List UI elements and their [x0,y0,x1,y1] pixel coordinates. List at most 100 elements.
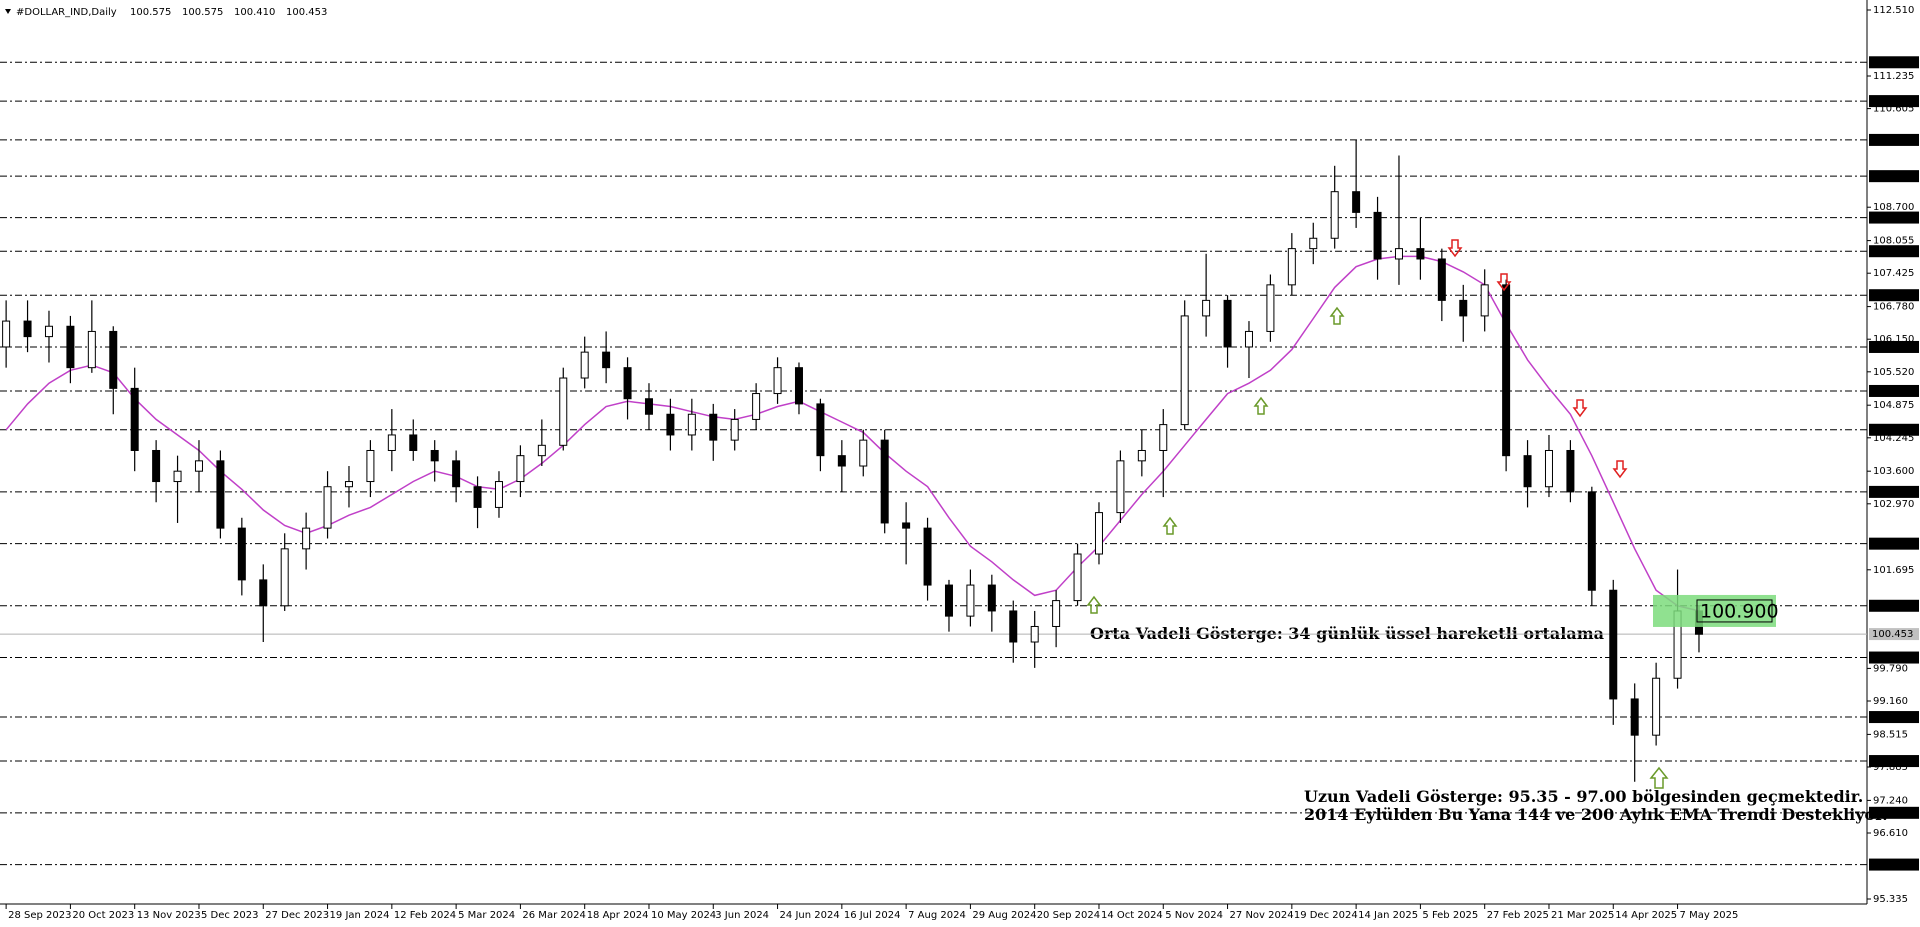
level-label: 101.000 [1872,601,1913,612]
candle-body [44,325,53,338]
y-tick-label: 108.055 [1873,236,1914,247]
level-label-box [1869,806,1919,819]
annotation: Orta Vadeli Gösterge: 34 günlük üssel ha… [1090,624,1604,643]
candle-body [537,444,546,457]
y-tick-label: 99.790 [1873,663,1908,674]
candle-body [1544,449,1553,488]
candle-body [1566,449,1575,493]
header-value: 100.410 [234,7,275,18]
up-arrow [1086,595,1102,614]
y-tick-label: 103.600 [1873,466,1914,477]
candle-body [387,434,396,451]
level-label-box [1869,755,1919,768]
down-arrow [1447,239,1463,258]
candle-body [109,330,118,389]
candle-body [987,584,996,612]
y-tick-label: 112.510 [1873,5,1914,16]
x-tick-label: 5 Feb 2025 [1422,910,1478,921]
candle-body [473,486,482,508]
x-tick-label: 5 Mar 2024 [458,910,515,921]
header-value: 100.575 [182,7,223,18]
y-tick-label: 101.695 [1873,565,1914,576]
level-label: 98.850 [1872,712,1907,723]
candle-body [730,418,739,441]
x-tick-label: 24 Jun 2024 [780,910,840,921]
x-tick-label: 14 Apr 2025 [1615,910,1677,921]
candle-body [902,522,911,529]
y-tick-label: 98.515 [1873,729,1908,740]
x-tick-label: 26 Mar 2024 [522,910,585,921]
level-label-box [1869,537,1919,550]
candle-body [1223,299,1232,348]
level-label: 106.000 [1872,342,1913,353]
candle-body [1244,330,1253,348]
up-arrow [1649,766,1669,789]
candle-body [1030,625,1039,643]
y-tick-label: 97.240 [1873,795,1908,806]
candle-body [216,460,225,529]
candle-body [87,330,96,369]
candle-body [66,325,75,369]
level-label: 97.000 [1872,808,1907,819]
up-arrow [1162,516,1178,535]
candle-body [1287,248,1296,286]
candle-body [880,439,889,524]
candle-body [430,449,439,462]
candle-body [1073,553,1082,602]
level-label: 104.400 [1872,425,1913,436]
y-tick-label: 95.335 [1873,894,1908,905]
candle-body [1094,512,1103,555]
annotation: Uzun Vadeli Gösterge: 95.35 - 97.00 bölg… [1304,787,1863,806]
level-label-box [1869,485,1919,498]
x-tick-label: 29 Aug 2024 [972,910,1036,921]
signal-arrows [1086,239,1669,789]
symbol: #DOLLAR_IND,Daily [16,7,117,18]
candle-body [1309,237,1318,250]
price-box-frame [1696,599,1773,623]
x-tick-label: 27 Nov 2024 [1230,910,1294,921]
level-label: 96.000 [1872,860,1907,871]
candle-body [1502,284,1511,457]
candle-body [494,481,503,508]
x-tick-label: 20 Sep 2024 [1037,910,1100,921]
candle-body [1480,284,1489,317]
candle-body [666,413,675,436]
x-tick-label: 5 Nov 2024 [1165,910,1223,921]
y-tick-label: 111.235 [1873,71,1914,82]
x-tick-label: 28 Sep 2023 [8,910,71,921]
candle-body [366,449,375,483]
level-label: 109.300 [1872,171,1913,182]
candle-body [559,377,568,446]
candle-body [709,413,718,441]
candle-body [1137,449,1146,462]
candle-body [1652,677,1661,736]
candle-body [837,455,846,467]
level-label-box [1869,651,1919,664]
last-price-label: 100.453 [1872,629,1913,640]
level-label: 105.150 [1872,386,1913,397]
up-arrow [1329,306,1345,325]
level-label-box [1869,711,1919,724]
level-label: 110.000 [1872,135,1913,146]
level-label: 103.200 [1872,487,1913,498]
candle-body [194,460,203,472]
level-label-box [1869,599,1919,612]
level-label: 107.850 [1872,246,1913,257]
candle-body [944,584,953,617]
y-tick-label: 110.605 [1873,104,1914,115]
up-arrow [1253,396,1269,415]
level-label-box [1869,858,1919,871]
menu-icon [5,9,11,14]
candle-body [623,367,632,400]
candle-body [1373,211,1382,260]
level-label: 107.000 [1872,290,1913,301]
candle-body [1394,248,1403,260]
x-tick-label: 18 Apr 2024 [587,910,649,921]
y-tick-label: 106.150 [1873,334,1914,345]
candle-body [152,449,161,483]
candle-body [23,320,32,338]
level-label-box [1869,95,1919,108]
candle-body [1266,284,1275,332]
candle-body [2,320,11,348]
